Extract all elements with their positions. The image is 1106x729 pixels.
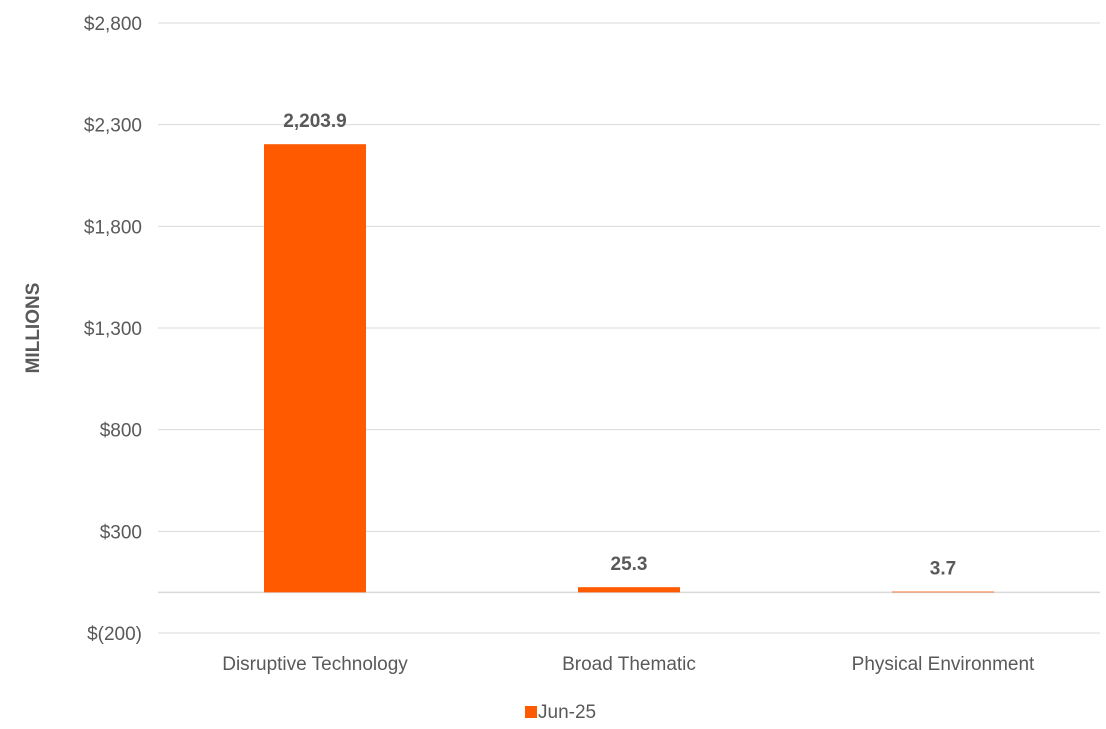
y-tick-label: $(200) [87,624,142,645]
y-axis-ticks: $(200) $300 $800 $1,300 $1,800 $2,300 $2,800 [84,14,142,645]
bar-disruptive-technology [264,144,366,593]
y-tick-label: $2,300 [84,116,142,137]
y-tick-label: $1,300 [84,319,142,340]
x-category-label: Disruptive Technology [222,654,408,675]
data-label: 2,203.9 [283,111,346,132]
y-tick-label: $800 [100,421,142,442]
data-label: 3.7 [930,559,956,580]
y-tick-label: $1,800 [84,217,142,238]
legend-swatch-jun-25 [525,706,537,718]
y-tick-label: $300 [100,522,142,543]
data-label: 25.3 [611,554,648,575]
data-labels: 2,203.9 25.3 3.7 [283,111,956,579]
y-axis-title: MILLIONS [23,283,44,374]
x-axis-categories: Disruptive Technology Broad Thematic Physi… [222,654,1035,675]
bar-physical-environment [892,591,994,593]
legend-label-jun-25: Jun-25 [538,702,596,723]
bars [264,144,994,593]
bar-broad-thematic [578,587,680,593]
x-category-label: Broad Thematic [562,654,696,675]
legend: Jun-25 [525,702,596,723]
x-category-label: Physical Environment [852,654,1035,675]
y-tick-label: $2,800 [84,14,142,35]
